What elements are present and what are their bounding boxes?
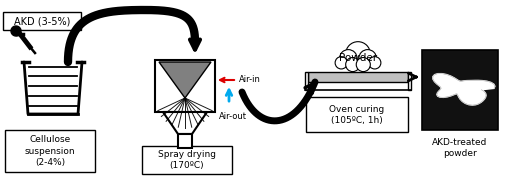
Bar: [422, 50, 498, 130]
Circle shape: [369, 57, 381, 69]
Text: Cellulose
suspension
(2-4%): Cellulose suspension (2-4%): [25, 135, 75, 167]
Bar: [305, 72, 308, 90]
Text: AKD (3-5%): AKD (3-5%): [14, 16, 70, 26]
Text: Powder: Powder: [339, 53, 377, 63]
Bar: [155, 60, 215, 112]
Circle shape: [335, 57, 347, 69]
Circle shape: [356, 58, 370, 72]
Circle shape: [339, 50, 357, 67]
Circle shape: [346, 58, 360, 72]
Polygon shape: [159, 62, 211, 98]
FancyBboxPatch shape: [5, 130, 95, 172]
Text: Air-out: Air-out: [219, 112, 247, 121]
Text: Spray drying
(170ºC): Spray drying (170ºC): [158, 150, 216, 170]
Text: Oven curing
(105ºC, 1h): Oven curing (105ºC, 1h): [329, 105, 385, 125]
Circle shape: [346, 42, 370, 66]
FancyBboxPatch shape: [142, 146, 232, 174]
Bar: [408, 72, 411, 90]
Polygon shape: [11, 26, 21, 36]
Polygon shape: [163, 112, 207, 134]
FancyBboxPatch shape: [306, 97, 408, 132]
Polygon shape: [433, 74, 495, 105]
Text: AKD-treated
powder: AKD-treated powder: [432, 138, 488, 158]
Bar: [308, 72, 408, 82]
Text: Air-in: Air-in: [239, 74, 261, 84]
FancyBboxPatch shape: [3, 12, 81, 30]
Circle shape: [359, 50, 377, 67]
Bar: [178, 134, 192, 148]
